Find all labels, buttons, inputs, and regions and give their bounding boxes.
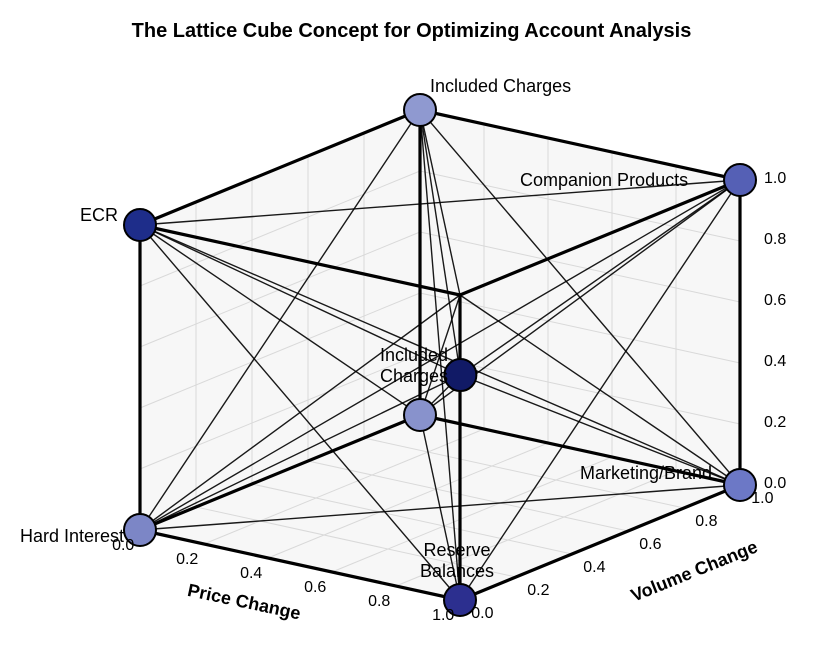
tick-label: 0.4	[764, 353, 786, 371]
node-label-companion-products: Companion Products	[520, 170, 688, 191]
tick-label: 0.2	[176, 551, 198, 569]
tick-label: 0.6	[764, 292, 786, 310]
node-label-reserve-balances: ReserveBalances	[420, 540, 494, 581]
tick-label: 0.2	[764, 414, 786, 432]
tick-label: 1.0	[432, 607, 454, 625]
node-label-included-charges-2: IncludedCharges	[380, 345, 448, 386]
node-label-hard-interest: Hard Interest	[20, 526, 124, 547]
tick-label: 0.6	[304, 579, 326, 597]
tick-label: 1.0	[764, 170, 786, 188]
tick-label: 0.0	[471, 605, 493, 623]
tick-label: 0.4	[240, 565, 262, 583]
tick-label: 0.8	[695, 513, 717, 531]
tick-label: 0.6	[639, 536, 661, 554]
node-ecr	[124, 209, 156, 241]
tick-label: 0.8	[764, 231, 786, 249]
chart-area: Hard Interest ReserveBalances Marketing/Br…	[0, 0, 823, 672]
node-label-ecr: ECR	[80, 205, 118, 226]
node-included-charges-2	[404, 399, 436, 431]
node-included-charges-1	[404, 94, 436, 126]
node-label-included-charges-1: Included Charges	[430, 76, 571, 97]
tick-label: 0.0	[764, 475, 786, 493]
tick-label: 0.2	[527, 582, 549, 600]
node-label-marketing-brand: Marketing/Brand	[580, 463, 712, 484]
tick-label: 0.4	[583, 559, 605, 577]
tick-label: 0.0	[112, 537, 134, 555]
tick-label: 0.8	[368, 593, 390, 611]
node-companion-products	[724, 164, 756, 196]
node-center	[444, 359, 476, 391]
